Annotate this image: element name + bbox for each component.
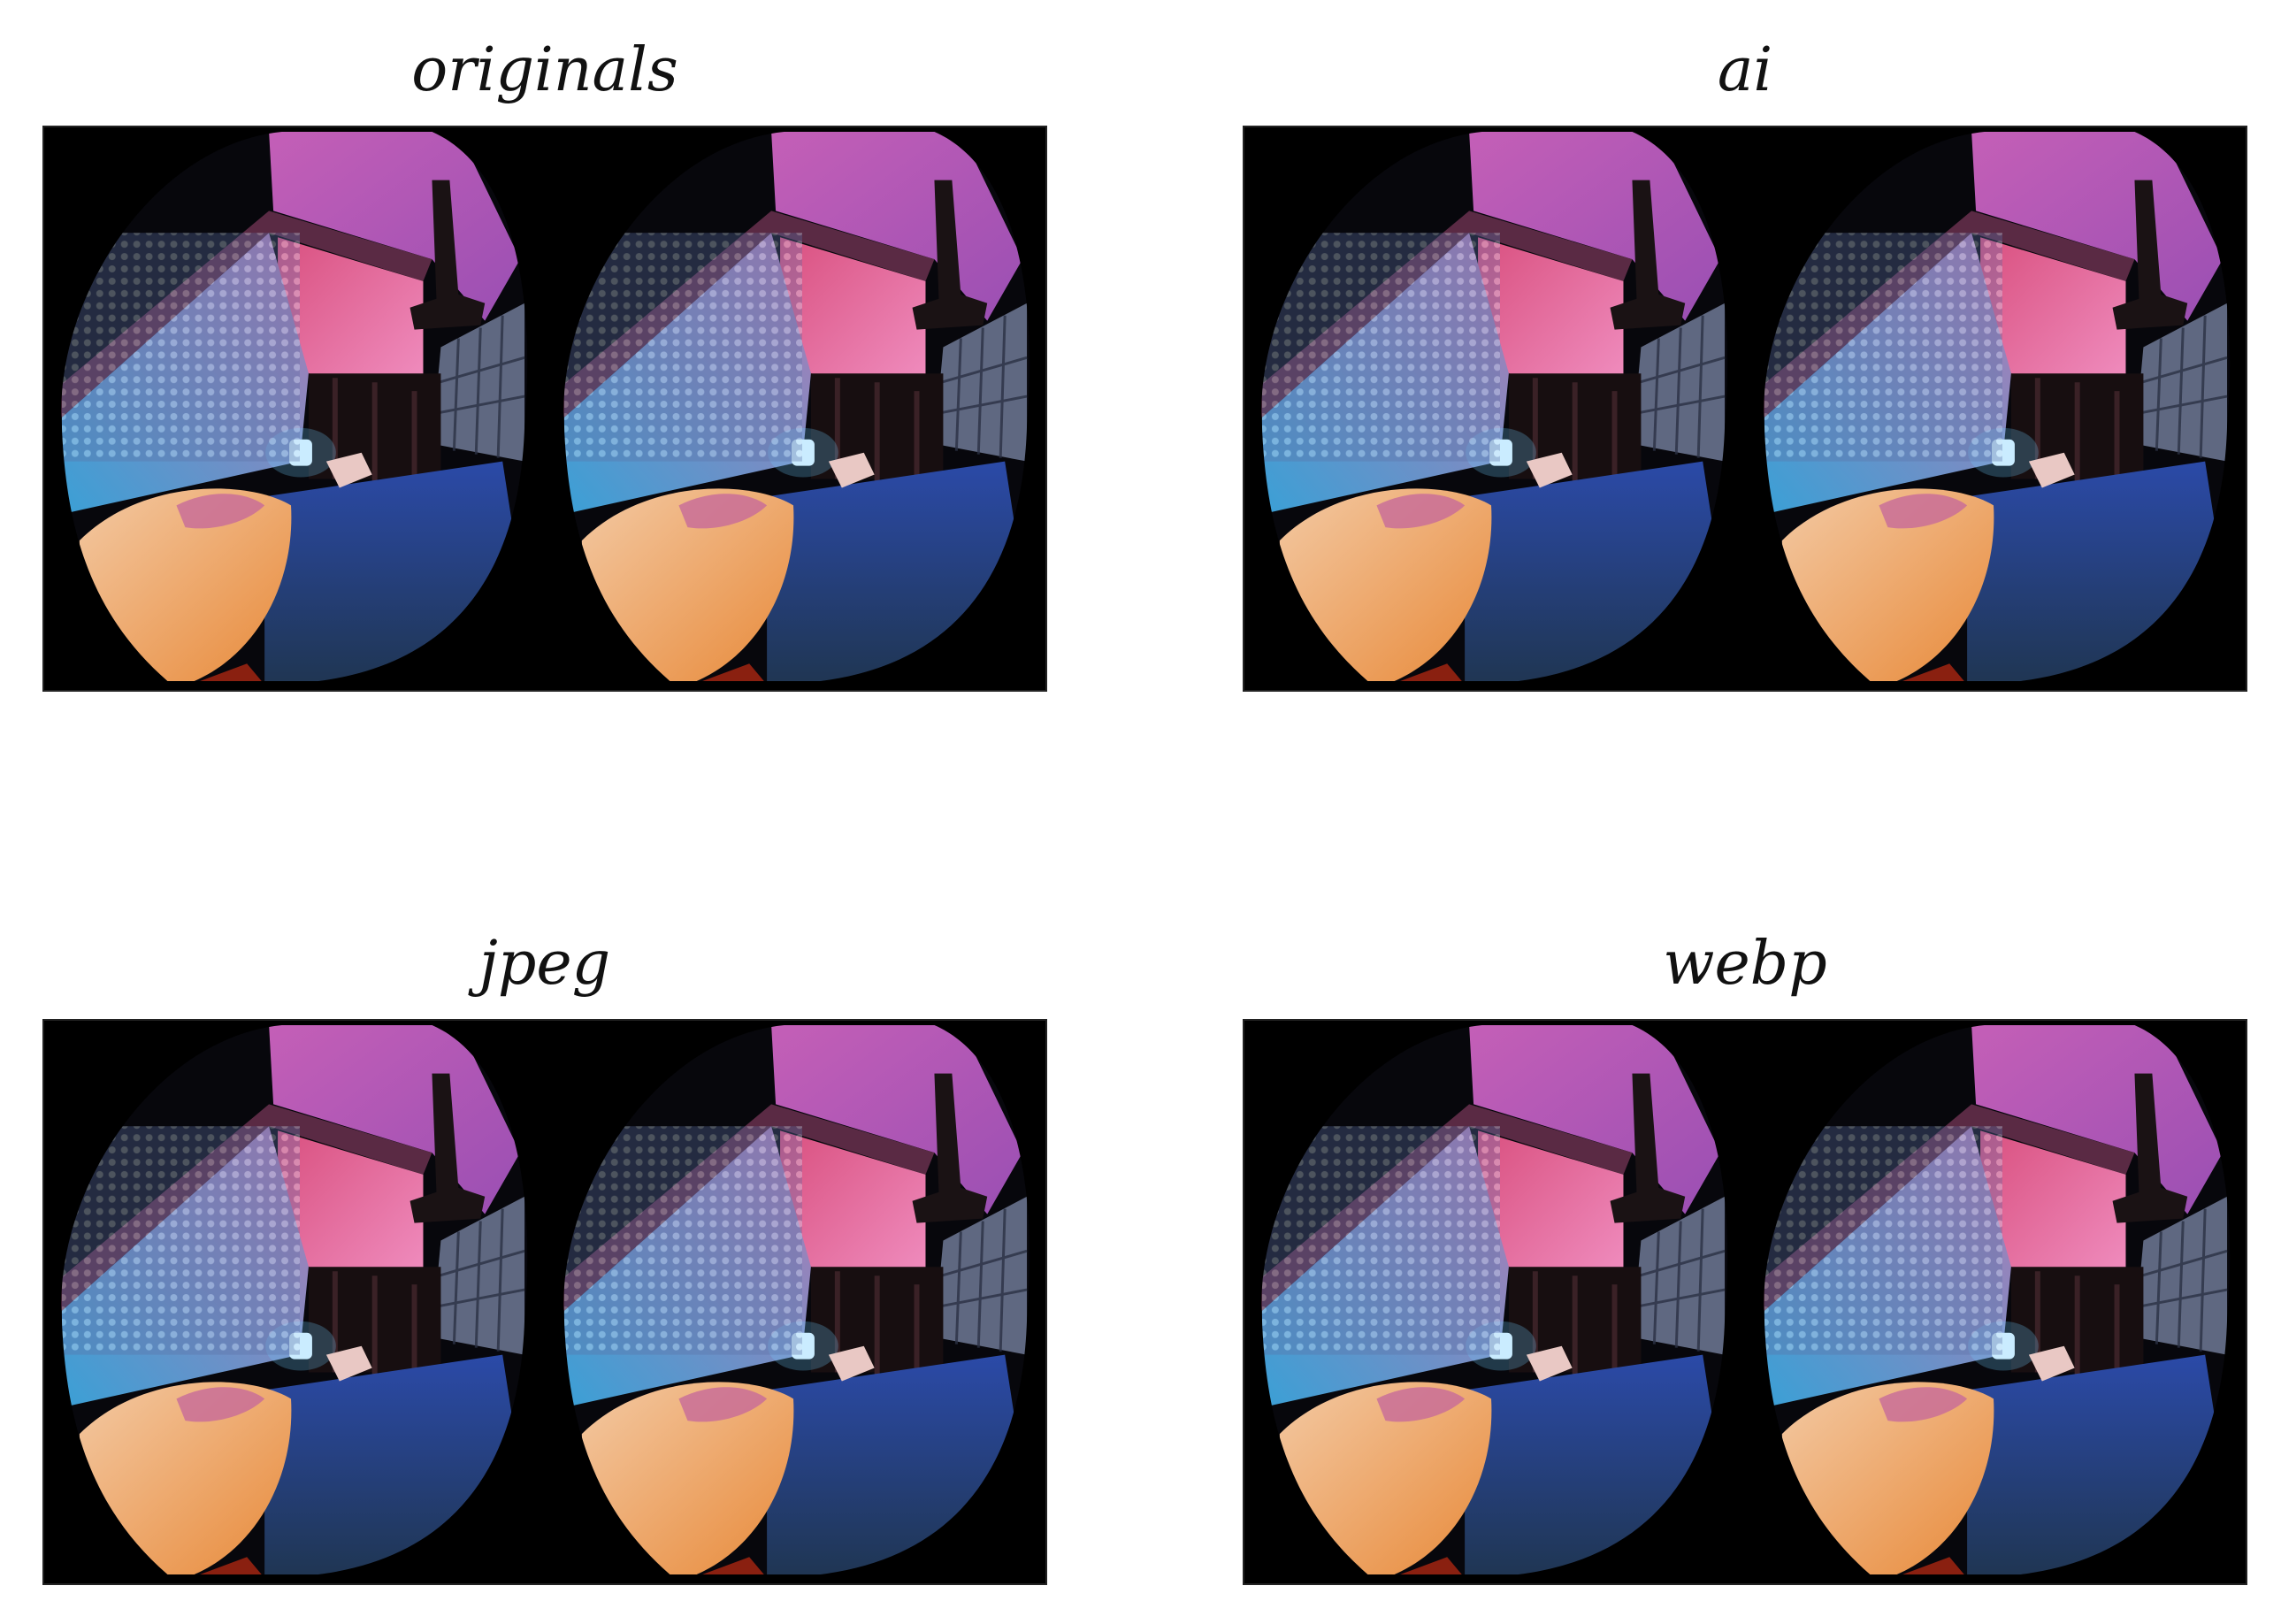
panel-title-webp: webp xyxy=(1663,929,1827,999)
panel-image-webp xyxy=(1243,1019,2247,1585)
panel-title-ai: ai xyxy=(1717,35,1773,105)
panel-title-jpeg: jpeg xyxy=(478,929,611,999)
panel-image-originals xyxy=(42,126,1047,692)
panel-image-ai xyxy=(1243,126,2247,692)
panel-title-originals: originals xyxy=(411,35,678,105)
panel-image-jpeg xyxy=(42,1019,1047,1585)
stereo-fisheye-scene xyxy=(44,1021,1045,1583)
stereo-fisheye-scene xyxy=(44,127,1045,690)
stereo-fisheye-scene xyxy=(1244,127,2246,690)
stereo-fisheye-scene xyxy=(1244,1021,2246,1583)
